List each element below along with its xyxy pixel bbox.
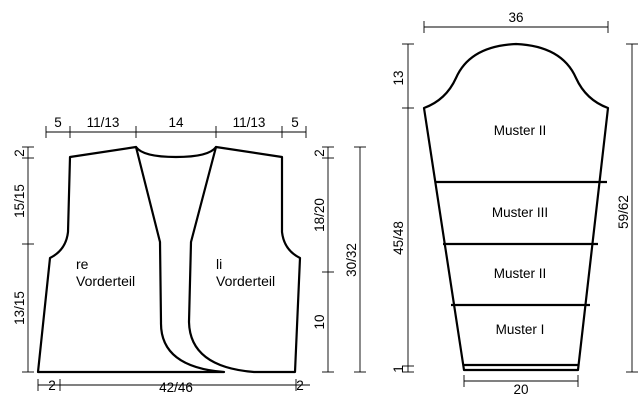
left-height-label: 13/15: [12, 291, 27, 325]
re-vorderteil-outline: [36, 145, 226, 374]
bottom-corner-label-right: 2: [296, 378, 304, 393]
top-width-label: 11/13: [87, 115, 120, 130]
top-width-label: 5: [291, 115, 299, 130]
total-height-label: 30/32: [344, 243, 359, 277]
left-height-label: 2: [12, 149, 27, 157]
right-height-label: 18/20: [312, 198, 327, 232]
sleeve-body-height-label: 45/48: [391, 221, 406, 255]
sleeve-schematic: Muster II Muster III Muster II Muster I …: [391, 10, 638, 397]
li-vorderteil-label-line1: li: [216, 256, 222, 272]
left-height-label: 15/15: [12, 184, 27, 218]
bottom-width-label: 42/46: [159, 380, 193, 395]
sleeve-bottom-width-label: 20: [513, 382, 528, 397]
right-height-label: 10: [312, 314, 327, 329]
sleeve-band-height-label: 1: [391, 365, 406, 373]
sleeve-top-width-label: 36: [508, 10, 523, 25]
top-width-label: 5: [54, 115, 62, 130]
right-height-label: 2: [312, 149, 327, 157]
back-neckline: [134, 145, 218, 159]
top-width-label: 14: [168, 115, 184, 130]
top-width-label: 11/13: [233, 115, 266, 130]
li-vorderteil-label-line2: Vorderteil: [216, 273, 275, 289]
sleeve-outline: [422, 42, 610, 372]
li-vorderteil-outline: [187, 145, 302, 374]
sleeve-section-label: Muster III: [492, 205, 548, 220]
sleeve-total-height-label: 59/62: [616, 195, 631, 229]
sleeve-section-label: Muster I: [496, 322, 545, 337]
bottom-corner-label-left: 2: [48, 378, 56, 393]
sleeve-section-label: Muster II: [494, 266, 547, 281]
vest-schematic: 5 11/13 14 11/13 5 2 2 42/46 2 15/15 13/…: [12, 115, 366, 395]
sleeve-cap-height-label: 13: [391, 70, 406, 85]
re-vorderteil-label-line2: Vorderteil: [76, 273, 135, 289]
sleeve-section-label: Muster II: [494, 123, 547, 138]
re-vorderteil-label-line1: re: [76, 256, 89, 272]
